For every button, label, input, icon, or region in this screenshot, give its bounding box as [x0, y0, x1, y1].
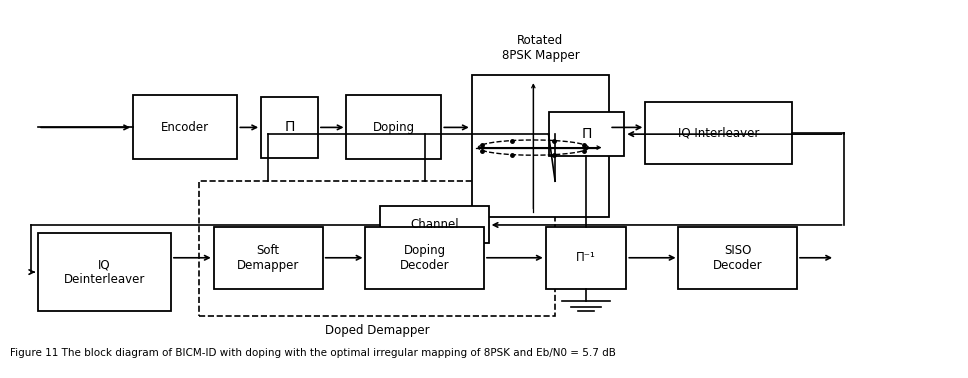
- FancyBboxPatch shape: [261, 97, 318, 158]
- Text: Soft
Demapper: Soft Demapper: [237, 244, 299, 272]
- Text: Π⁻¹: Π⁻¹: [576, 251, 596, 264]
- FancyBboxPatch shape: [214, 227, 322, 289]
- FancyBboxPatch shape: [366, 227, 484, 289]
- FancyBboxPatch shape: [549, 112, 624, 156]
- FancyBboxPatch shape: [679, 227, 797, 289]
- Text: Π: Π: [581, 127, 591, 141]
- Text: IQ Interleaver: IQ Interleaver: [679, 127, 760, 140]
- FancyBboxPatch shape: [646, 102, 792, 164]
- Text: Figure 11 The block diagram of BICM-ID with doping with the optimal irregular ma: Figure 11 The block diagram of BICM-ID w…: [10, 348, 616, 358]
- Text: IQ
Deinterleaver: IQ Deinterleaver: [64, 258, 145, 286]
- Text: Doped Demapper: Doped Demapper: [325, 324, 430, 337]
- FancyBboxPatch shape: [347, 96, 441, 160]
- FancyBboxPatch shape: [38, 233, 171, 311]
- FancyBboxPatch shape: [379, 206, 489, 243]
- Text: Encoder: Encoder: [161, 121, 209, 134]
- Text: Rotated
8PSK Mapper: Rotated 8PSK Mapper: [501, 34, 579, 62]
- FancyBboxPatch shape: [133, 96, 237, 160]
- Text: SISO
Decoder: SISO Decoder: [713, 244, 763, 272]
- Text: Doping: Doping: [373, 121, 415, 134]
- Text: Channel: Channel: [409, 218, 459, 231]
- FancyBboxPatch shape: [471, 75, 609, 217]
- FancyBboxPatch shape: [546, 227, 626, 289]
- Text: Doping
Decoder: Doping Decoder: [400, 244, 449, 272]
- Text: Π: Π: [285, 121, 294, 135]
